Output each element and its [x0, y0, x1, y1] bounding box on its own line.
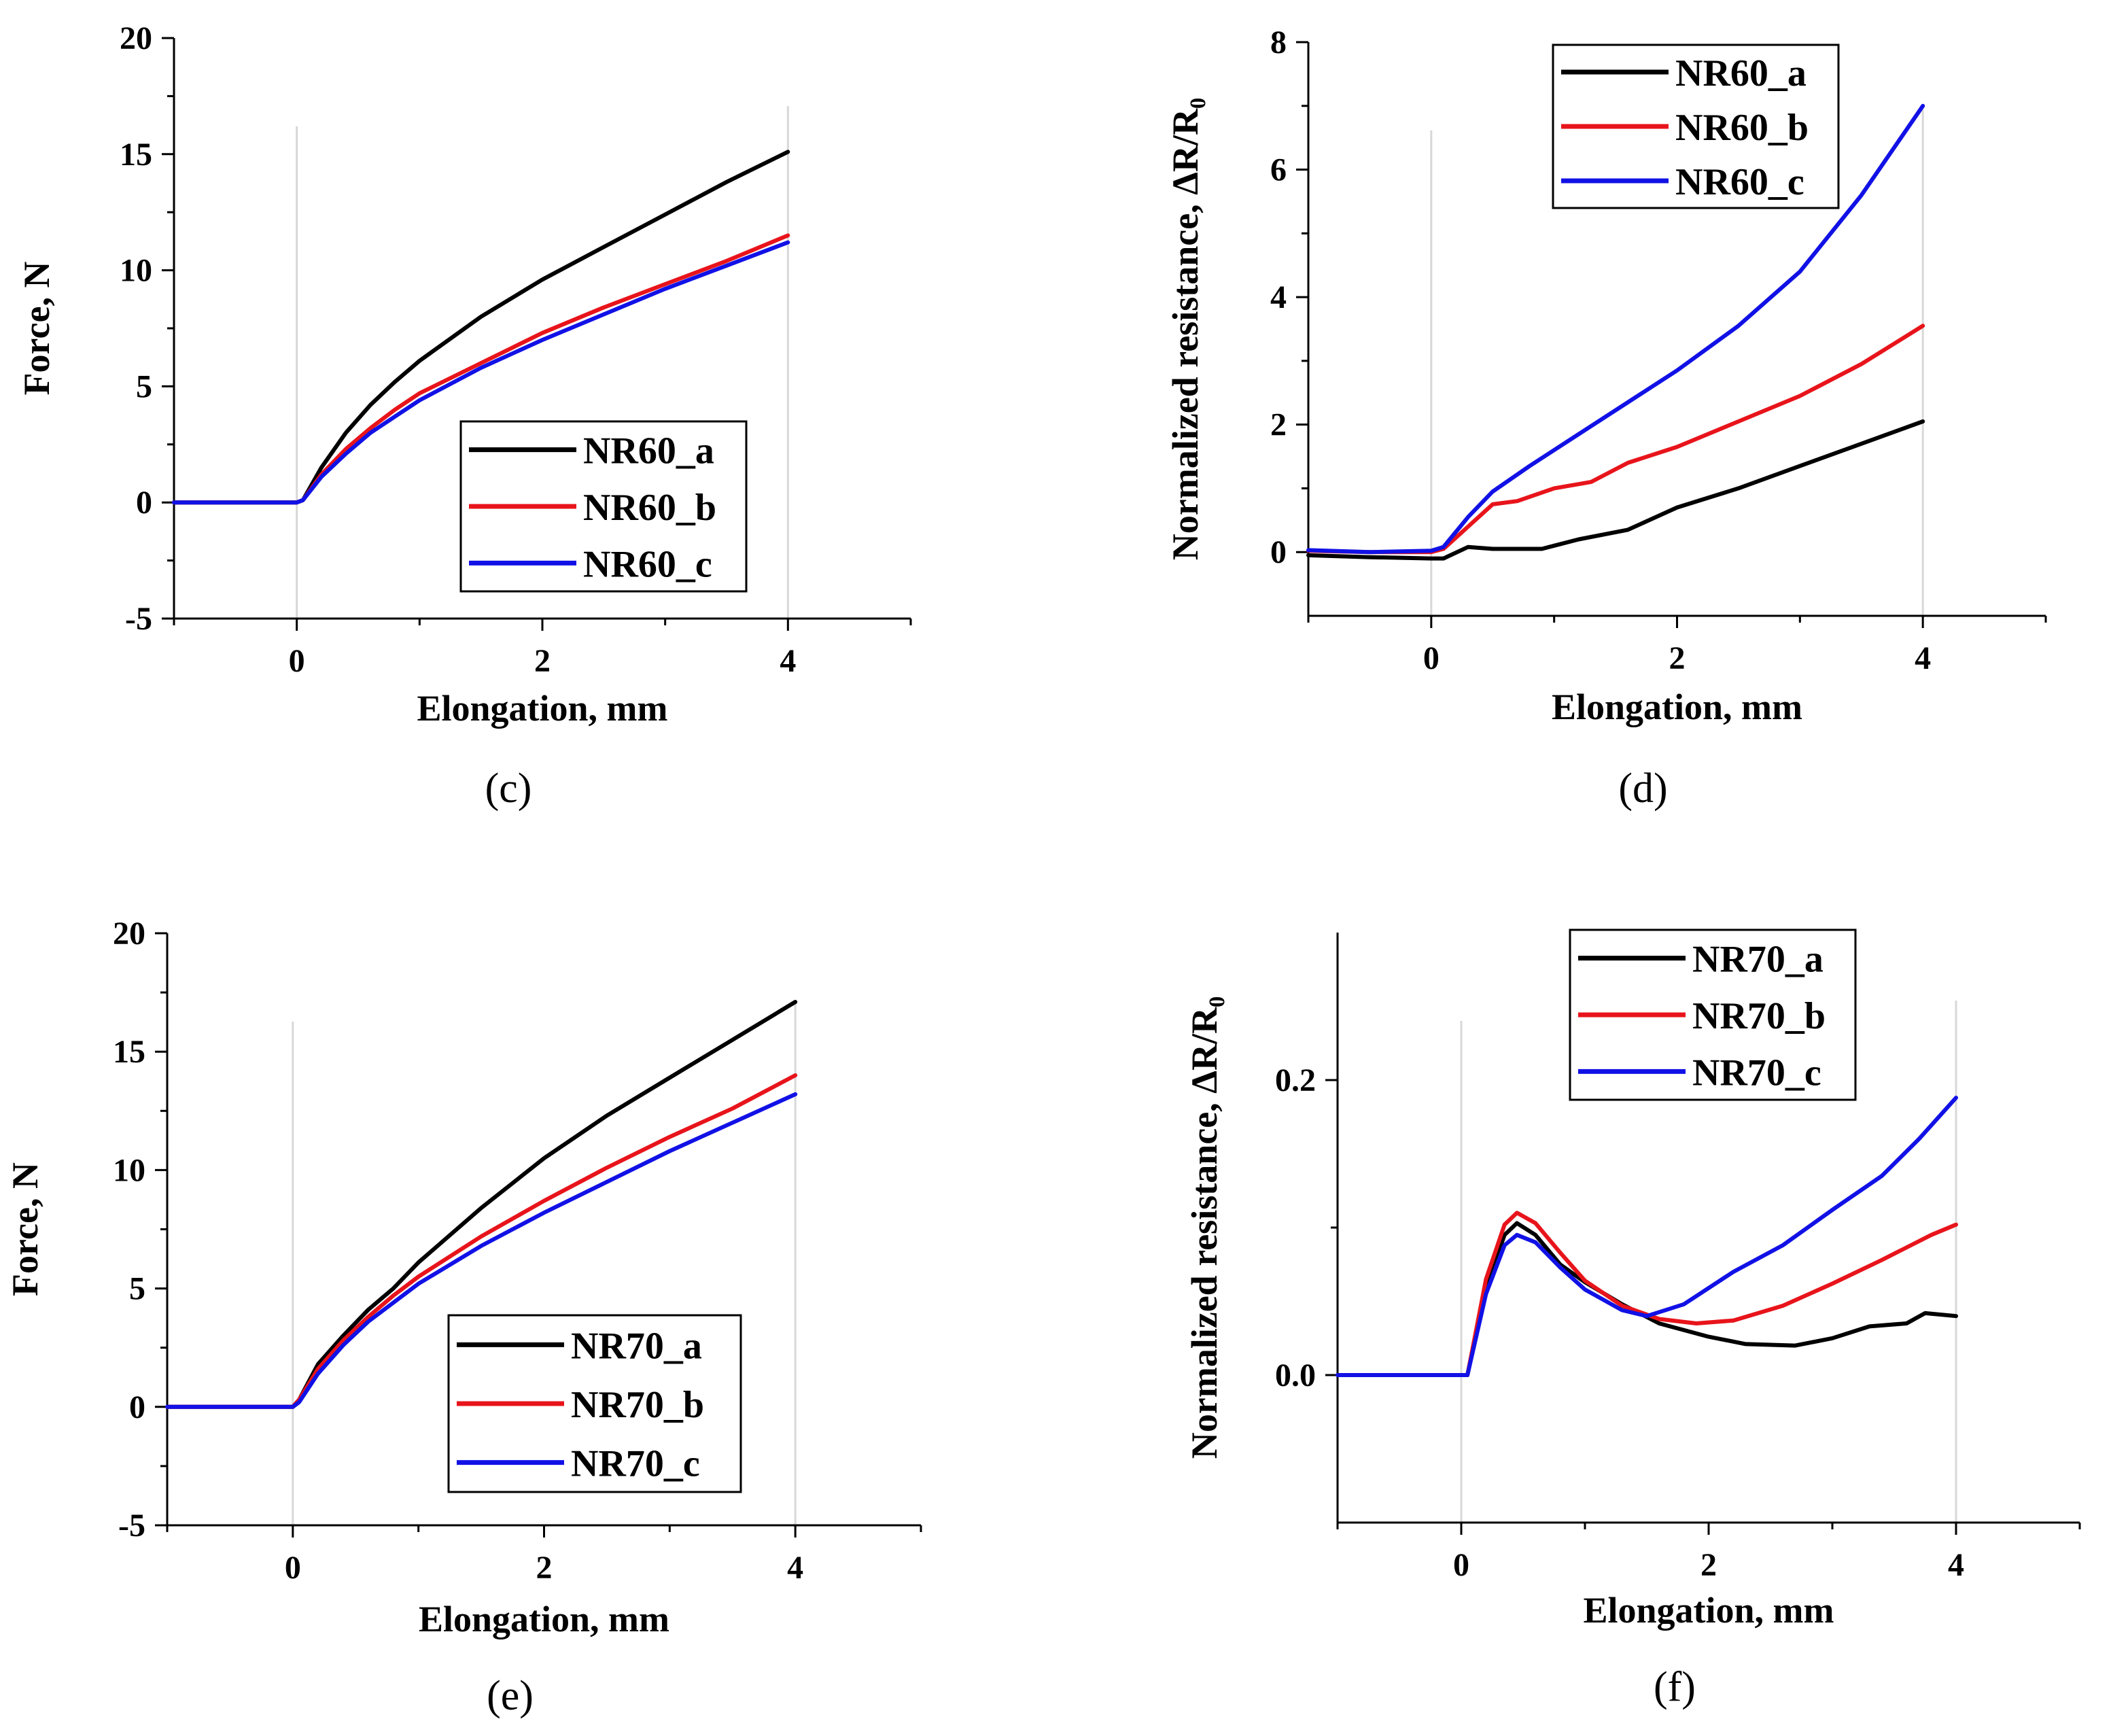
series-line-nr70-a [1336, 1221, 1958, 1377]
chart-panel-f: 0.0 0.2 0 2 4 Elongation, mm Normalized resist… [1184, 928, 2081, 1710]
legend-label: NR60_b [1675, 107, 1809, 149]
y-tick-label: 0 [1270, 534, 1287, 570]
legend-label: NR70_a [1692, 939, 1824, 981]
y-tick-label: 15 [113, 1034, 145, 1070]
legend-label: NR70_a [571, 1325, 702, 1367]
y-tick-label: 8 [1270, 24, 1287, 60]
legend-label: NR70_b [1692, 995, 1826, 1037]
y-axis-label: Force, N [16, 262, 57, 396]
y-tick-label: -5 [125, 601, 152, 637]
series-line-nr70-c [1336, 1096, 1958, 1377]
chart-panel-e: -5 0 5 10 15 20 0 2 4 Elongation, mm Force, N NR70_… [5, 916, 922, 1719]
y-tick-label: 15 [120, 137, 152, 173]
x-tick-label: 0 [1453, 1547, 1469, 1583]
chart-panel-d: 0 2 4 6 8 0 2 4 Elongation, mm Normalized resista… [1165, 24, 2047, 812]
legend-label: NR70_c [571, 1443, 700, 1485]
x-axis-label: Elongation, mm [419, 1599, 669, 1639]
x-tick-label: 2 [536, 1550, 553, 1586]
series-line-nr70-b [1336, 1211, 1958, 1377]
series-line-nr60-c [172, 240, 790, 505]
y-tick-label: 0.2 [1275, 1062, 1316, 1098]
panel-label: (e) [487, 1673, 534, 1719]
panel-label: (d) [1618, 765, 1667, 812]
series-line-nr60-a [1306, 419, 1925, 561]
series-line-nr60-b [1306, 324, 1925, 555]
legend-label: NR60_a [583, 430, 714, 472]
x-tick-label: 4 [1915, 640, 1931, 676]
x-tick-label: 4 [787, 1550, 803, 1586]
x-tick-label: 2 [534, 643, 551, 679]
legend-label: NR60_c [1675, 161, 1804, 203]
y-tick-label: 20 [113, 916, 145, 952]
legend-label: NR60_a [1675, 52, 1807, 94]
chart-panel-c: -5 0 5 10 15 20 0 2 4 Elongation, mm Force, N NR60_… [16, 20, 912, 812]
legend-label: NR60_c [583, 543, 712, 585]
x-tick-label: 4 [780, 643, 796, 679]
x-tick-label: 2 [1669, 640, 1686, 676]
y-tick-label: 0 [136, 485, 152, 521]
y-tick-label: 0.0 [1275, 1357, 1316, 1393]
y-tick-label: 2 [1270, 407, 1287, 443]
y-tick-label: 6 [1270, 152, 1287, 188]
legend: NR60_a NR60_b NR60_c [459, 420, 748, 593]
y-tick-label: 10 [113, 1152, 145, 1188]
y-tick-label: 5 [129, 1271, 145, 1307]
series-line-nr70-c [165, 1092, 798, 1409]
y-axis-label: Normalized resistance, ΔR/R₀ [1165, 98, 1206, 560]
y-axis-label: Normalized resistance, ΔR/R₀ [1184, 996, 1225, 1459]
series-line-nr60-c [1306, 103, 1925, 555]
x-axis-label: Elongation, mm [417, 688, 667, 729]
panel-label: (c) [485, 765, 532, 812]
x-tick-label: 2 [1700, 1547, 1717, 1583]
x-tick-label: 0 [1423, 640, 1440, 676]
y-tick-label: 10 [120, 253, 152, 289]
legend-label: NR70_b [571, 1384, 704, 1426]
legend: NR70_a NR70_b NR70_c [447, 1314, 742, 1493]
x-axis-label: Elongation, mm [1583, 1590, 1834, 1631]
y-tick-label: 20 [120, 20, 152, 56]
x-tick-label: 0 [285, 1550, 301, 1586]
y-tick-label: 5 [136, 368, 152, 404]
x-tick-label: 0 [289, 643, 305, 679]
panel-label: (f) [1654, 1664, 1696, 1710]
legend-label: NR60_b [583, 487, 716, 529]
x-tick-label: 4 [1948, 1547, 1964, 1583]
legend: NR70_a NR70_b NR70_c [1569, 928, 1857, 1101]
legend-label: NR70_c [1692, 1052, 1821, 1094]
y-tick-label: 4 [1270, 279, 1287, 315]
x-axis-label: Elongation, mm [1552, 687, 1802, 727]
y-tick-label: -5 [118, 1508, 145, 1544]
legend: NR60_a NR60_b NR60_c [1552, 44, 1840, 209]
y-axis-label: Force, N [5, 1162, 46, 1296]
y-tick-label: 0 [129, 1389, 145, 1425]
